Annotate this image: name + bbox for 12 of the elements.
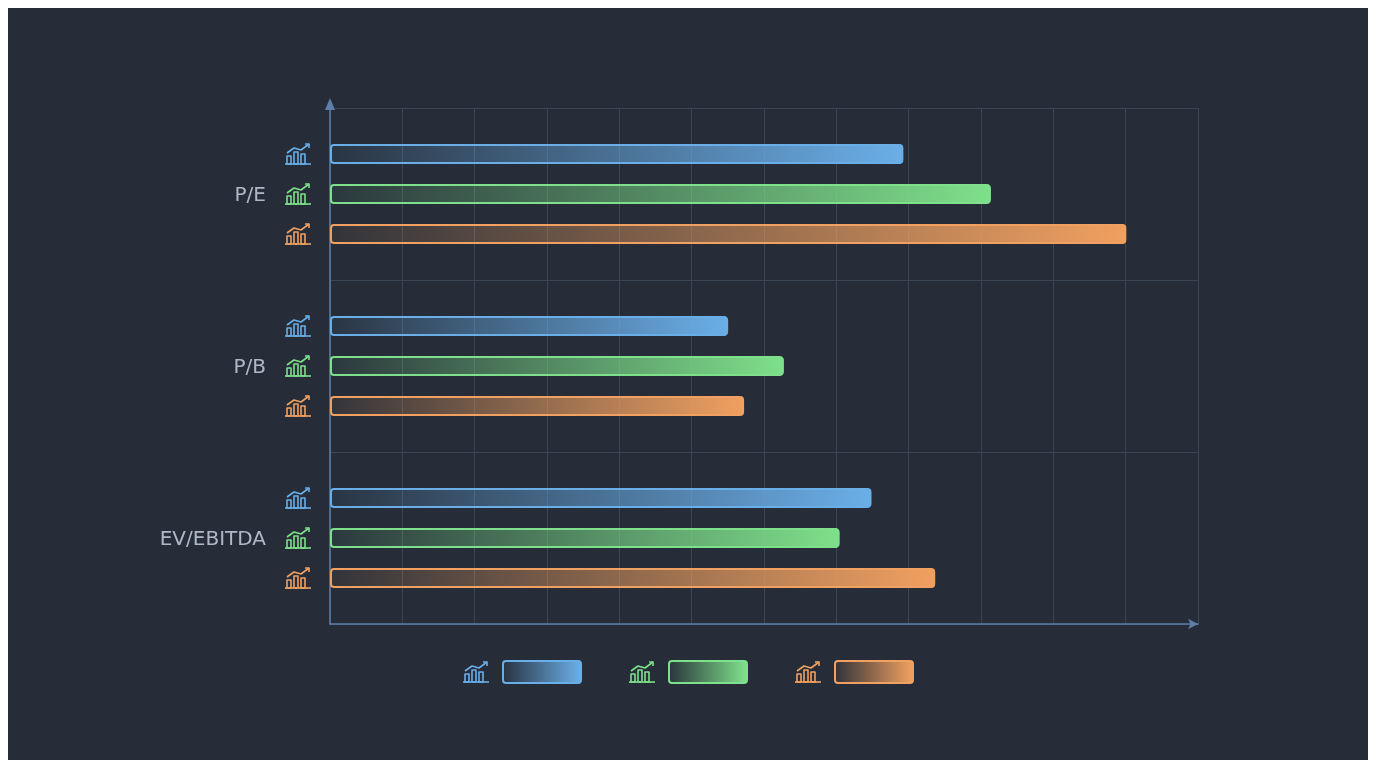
y-tick-label: P/B <box>233 354 266 378</box>
y-tick-label: EV/EBITDA <box>159 526 267 550</box>
bar <box>330 224 1127 244</box>
bar <box>330 184 991 204</box>
bar <box>330 568 936 588</box>
bar <box>330 144 904 164</box>
y-tick-label: P/E <box>234 182 266 206</box>
bar <box>330 528 840 548</box>
bar <box>330 488 872 508</box>
bar <box>330 316 729 336</box>
bar <box>330 356 784 376</box>
bar <box>330 396 745 416</box>
